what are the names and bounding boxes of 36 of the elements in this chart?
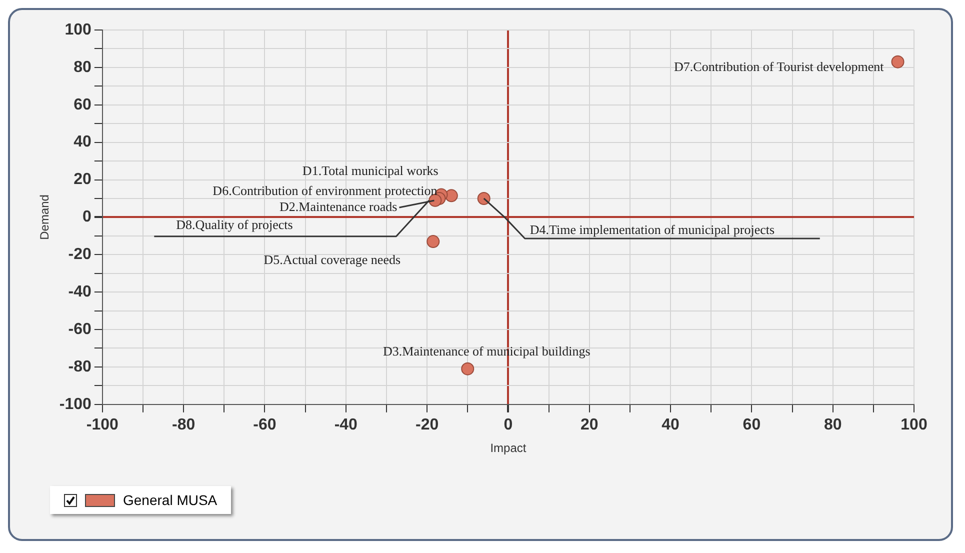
point xyxy=(426,235,440,248)
x-tick-label: 0 xyxy=(504,416,513,434)
annotation: D7.Contribution of Tourist development xyxy=(674,59,884,74)
y-tick-label: -40 xyxy=(68,283,92,300)
annotation: D4.Time implementation of municipal projects xyxy=(530,222,775,237)
y-tick-label: 20 xyxy=(74,171,92,188)
x-tick-label: 40 xyxy=(662,416,680,434)
x-tick-label: -60 xyxy=(253,416,276,434)
x-tick-label: 100 xyxy=(900,416,928,434)
point xyxy=(461,362,474,376)
annotation: D1.Total municipal works xyxy=(302,163,438,178)
y-tick-label: 100 xyxy=(64,21,92,38)
x-tick-label: -100 xyxy=(86,416,119,434)
point xyxy=(891,55,904,68)
x-tick-label: -40 xyxy=(334,416,358,434)
y-tick-label: -100 xyxy=(59,396,92,413)
y-tick-label: 60 xyxy=(74,96,92,114)
y-tick-label: 80 xyxy=(74,58,92,76)
y-tick-label: -60 xyxy=(68,320,92,338)
y-axis-title: Demand xyxy=(38,194,52,240)
x-tick-label: 80 xyxy=(824,416,842,434)
annotation: D5.Actual coverage needs xyxy=(264,252,401,267)
annotation: D6.Contribution of environment protection xyxy=(212,183,438,198)
y-tick-label: 0 xyxy=(82,208,92,226)
x-tick-label: -80 xyxy=(172,416,196,434)
x-tick-label: 60 xyxy=(742,416,761,434)
y-tick-label: 40 xyxy=(74,134,92,151)
y-tick-label: -80 xyxy=(68,358,92,376)
legend-label: General MUSA xyxy=(123,492,218,508)
point xyxy=(477,192,490,205)
x-tick-label: -20 xyxy=(415,416,439,434)
x-tick-label: 20 xyxy=(580,416,598,434)
annotation: D8.Quality of projects xyxy=(176,216,293,232)
x-axis-title: Impact xyxy=(490,441,527,456)
y-tick-label: -20 xyxy=(68,246,92,264)
annotation: D2.Maintenance roads xyxy=(280,198,398,214)
